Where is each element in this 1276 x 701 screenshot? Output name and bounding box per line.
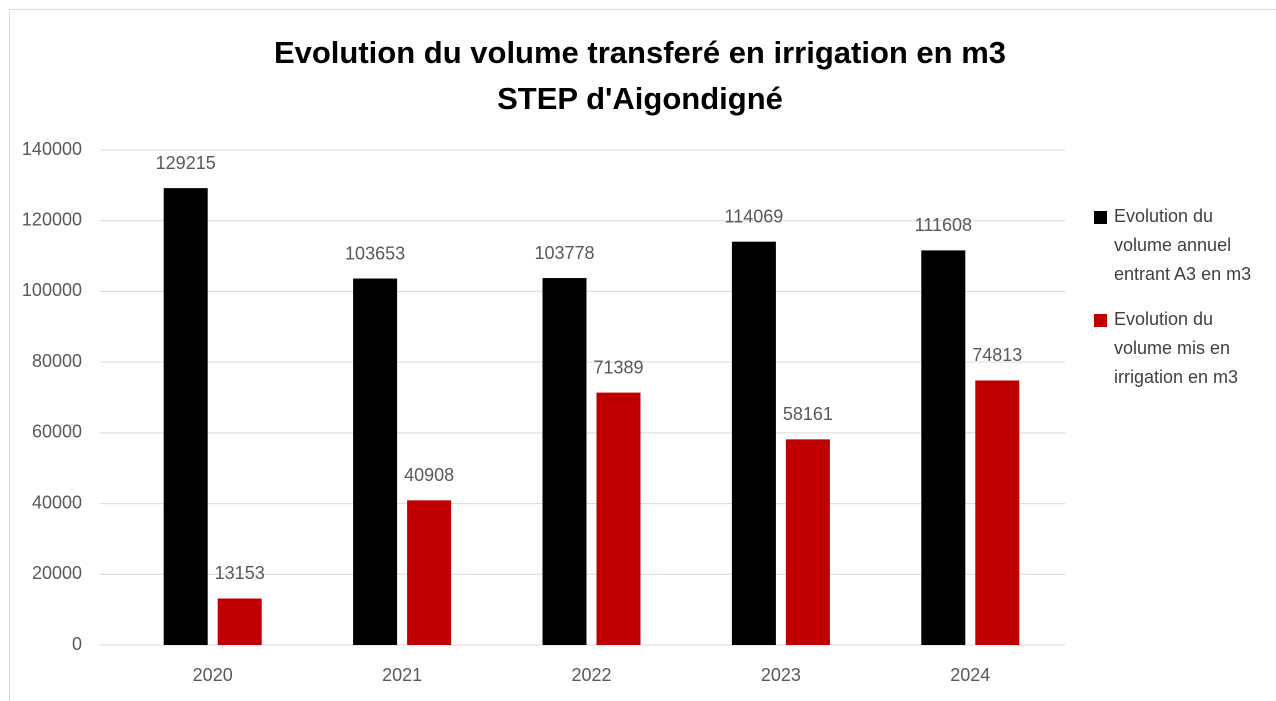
y-tick-label: 60000	[32, 422, 82, 442]
y-tick-label: 140000	[22, 139, 82, 159]
legend-item: Evolution du volume mis en irrigation en…	[1090, 305, 1268, 392]
x-tick-label: 2020	[193, 665, 233, 685]
data-label: 71389	[593, 357, 643, 377]
bar	[163, 188, 208, 645]
bar	[353, 278, 398, 645]
bar	[596, 392, 641, 645]
y-tick-label: 80000	[32, 351, 82, 371]
legend-swatch	[1094, 314, 1107, 327]
data-label: 129215	[156, 153, 216, 173]
data-label: 13153	[215, 563, 265, 583]
bar	[921, 250, 966, 646]
x-tick-label: 2021	[382, 665, 422, 685]
x-tick-label: 2024	[950, 665, 990, 685]
y-tick-label: 0	[72, 634, 82, 654]
data-label: 40908	[404, 465, 454, 485]
data-label: 74813	[972, 345, 1022, 365]
bar	[731, 241, 776, 645]
legend-label: Evolution du volume mis en irrigation en…	[1114, 309, 1239, 387]
y-tick-label: 120000	[22, 209, 82, 229]
y-tick-label: 20000	[32, 563, 82, 583]
legend: Evolution du volume annuel entrant A3 en…	[1090, 202, 1268, 408]
data-label: 103778	[534, 243, 594, 263]
chart-border	[9, 9, 1276, 701]
legend-swatch	[1094, 211, 1107, 224]
data-label: 58161	[783, 404, 833, 424]
y-tick-label: 40000	[32, 492, 82, 512]
bar	[542, 278, 587, 645]
bar	[785, 439, 830, 645]
bar	[217, 598, 262, 645]
chart-title: Evolution du volume transferé en irrigat…	[274, 35, 1006, 70]
x-tick-label: 2022	[571, 665, 611, 685]
legend-label: Evolution du volume annuel entrant A3 en…	[1114, 206, 1252, 284]
chart-title: STEP d'Aigondigné	[497, 81, 783, 116]
bar	[407, 500, 452, 645]
bar	[975, 380, 1020, 645]
x-tick-label: 2023	[761, 665, 801, 685]
data-label: 111608	[915, 215, 972, 235]
legend-item: Evolution du volume annuel entrant A3 en…	[1090, 202, 1268, 289]
data-label: 103653	[345, 243, 405, 263]
y-tick-label: 100000	[22, 280, 82, 300]
data-label: 114069	[725, 206, 784, 226]
